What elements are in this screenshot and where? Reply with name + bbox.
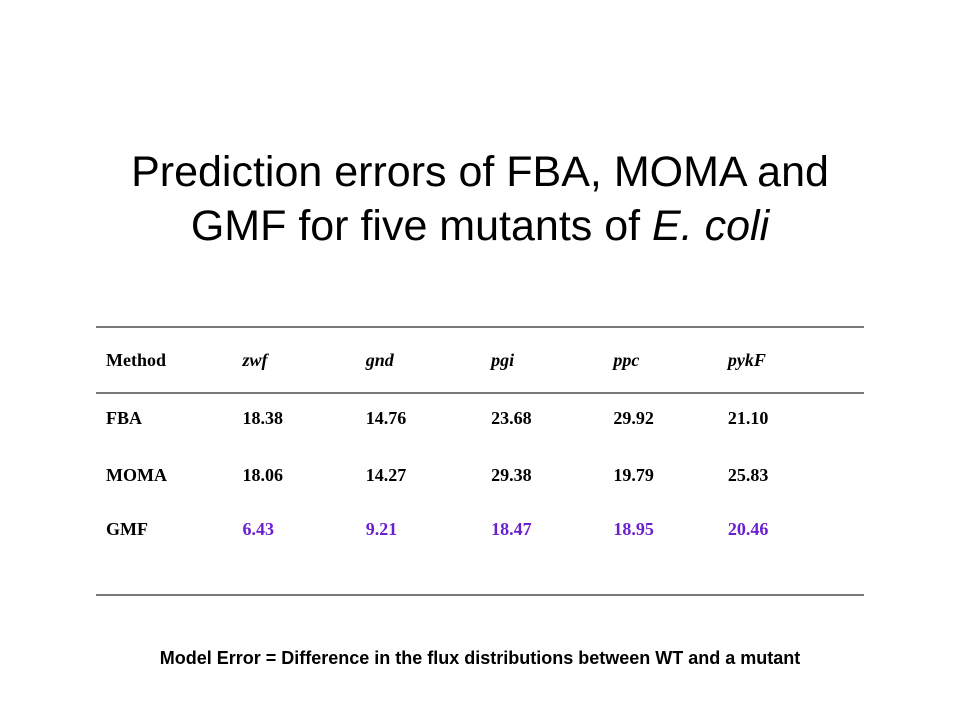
header-pgi: pgi [491,349,515,370]
cell-value-highlight: 6.43 [242,518,274,539]
cell-value: 29.92 [613,408,654,428]
header-gnd: gnd [365,349,394,370]
table-header-row: Method zwf gnd pgi ppc pykF [96,327,864,393]
table-bottom-spacer [96,551,864,595]
header-pykf: pykF [727,349,766,370]
cell-value: 19.79 [613,464,654,485]
row-method: FBA [106,408,142,428]
header-method: Method [106,349,166,370]
row-method: GMF [106,518,148,539]
table-row: MOMA 18.06 14.27 29.38 19.79 25.83 [96,443,864,507]
cell-value: 23.68 [491,408,532,428]
title-line-1: Prediction errors of FBA, MOMA and [131,148,829,196]
cell-value-highlight: 20.46 [727,518,769,539]
slide-title: Prediction errors of FBA, MOMA and GMF f… [60,145,900,253]
table-row: GMF 6.43 9.21 18.47 18.95 20.46 [96,507,864,551]
cell-value: 14.27 [365,464,407,485]
title-line-2-prefix: GMF for five mutants of [190,202,653,250]
footnote: Model Error = Difference in the flux dis… [159,648,801,668]
title-organism: E. coli [652,202,770,250]
cell-value: 14.76 [365,408,407,428]
row-method: MOMA [106,464,167,485]
cell-value: 29.38 [491,464,532,485]
cell-value-highlight: 9.21 [365,518,398,539]
cell-value-highlight: 18.47 [491,518,532,539]
header-zwf: zwf [242,349,268,370]
cell-value: 25.83 [727,464,769,485]
header-ppc: ppc [613,349,640,370]
cell-value-highlight: 18.95 [613,518,654,539]
table-row: FBA 18.38 14.76 23.68 29.92 21.10 [96,393,864,443]
cell-value: 18.38 [242,408,283,428]
cell-value: 18.06 [242,464,283,485]
prediction-error-table: Method zwf gnd pgi ppc pykF FBA 18.38 14… [96,326,864,596]
cell-value: 21.10 [727,408,769,428]
